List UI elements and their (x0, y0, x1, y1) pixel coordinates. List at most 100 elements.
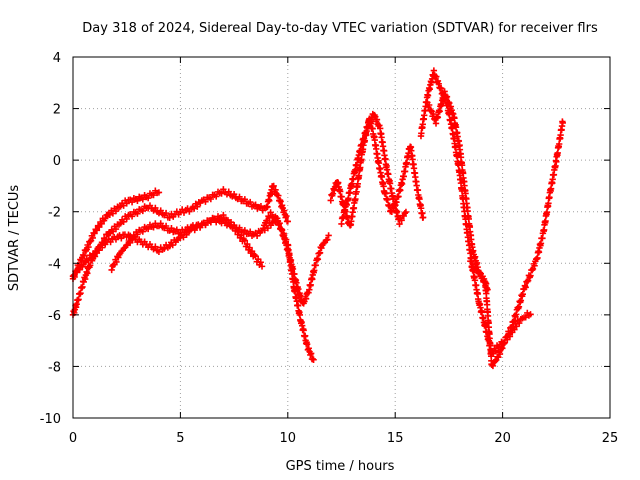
data-point (128, 213, 136, 220)
y-tick-label: -8 (48, 360, 61, 375)
data-point (515, 303, 523, 310)
series-satellite-track-9 (424, 88, 566, 370)
data-point (233, 225, 240, 232)
data-point (227, 218, 235, 226)
data-point (402, 208, 410, 216)
data-point (150, 224, 157, 231)
data-point (196, 223, 204, 231)
data-point (474, 269, 482, 277)
data-point (225, 188, 232, 195)
data-point (362, 129, 370, 136)
x-tick-label: 5 (176, 431, 184, 446)
data-point (435, 80, 442, 88)
data-point (152, 243, 159, 250)
x-axis-label: GPS time / hours (286, 459, 395, 474)
data-point (166, 214, 173, 221)
data-point (437, 85, 445, 92)
data-point (150, 191, 157, 199)
data-point (236, 193, 243, 200)
data-point (365, 121, 373, 129)
data-point (432, 120, 440, 127)
data-points (69, 67, 566, 370)
data-point (510, 317, 518, 325)
data-point (202, 198, 209, 205)
data-point (398, 217, 405, 224)
y-tick-label: -6 (48, 309, 61, 324)
data-point (113, 258, 120, 266)
data-point (419, 214, 427, 221)
data-point (506, 330, 513, 337)
data-point (241, 196, 249, 203)
data-point (325, 232, 332, 239)
data-point (522, 314, 529, 321)
data-point (472, 264, 479, 271)
series-satellite-track-5 (260, 209, 332, 307)
data-point (98, 220, 105, 228)
data-point (79, 283, 86, 291)
data-point (267, 209, 274, 216)
data-point (134, 231, 141, 238)
data-point (123, 215, 130, 223)
data-point (107, 238, 114, 246)
data-point (384, 196, 391, 203)
x-tick-label: 15 (387, 431, 404, 446)
data-point (443, 93, 451, 100)
x-tick-label: 0 (69, 431, 77, 446)
data-point (218, 190, 225, 197)
data-point (513, 323, 520, 330)
data-point (241, 237, 249, 244)
data-point (430, 110, 437, 118)
data-point (305, 345, 312, 352)
data-point (324, 236, 331, 243)
axis-ticks: 0 5 10 15 20 25 -10 -8 -6 -4 -2 0 2 4 (40, 51, 619, 446)
data-point (527, 311, 534, 318)
data-point (531, 262, 538, 269)
data-point (382, 190, 389, 197)
data-point (139, 196, 147, 203)
data-point (157, 220, 164, 227)
data-point (314, 256, 322, 263)
data-point (220, 211, 227, 219)
data-point (89, 234, 96, 242)
data-point (258, 263, 266, 270)
data-point (307, 350, 315, 357)
data-point (75, 296, 82, 303)
data-point (559, 119, 566, 127)
data-point (302, 295, 310, 302)
data-point (79, 251, 87, 259)
data-point (230, 191, 238, 198)
data-point (500, 340, 508, 347)
data-point (246, 244, 253, 251)
data-point (139, 228, 147, 235)
data-point (186, 226, 193, 234)
data-point (484, 286, 491, 293)
data-point (112, 207, 120, 215)
y-axis-label: SDTVAR / TECUs (7, 185, 22, 292)
data-point (213, 217, 220, 224)
data-point (134, 210, 141, 217)
data-point (499, 345, 506, 352)
data-point (86, 262, 94, 269)
data-point (173, 226, 181, 233)
y-tick-label: -10 (40, 412, 61, 427)
data-point (401, 209, 409, 217)
data-point (516, 319, 523, 327)
data-point (117, 203, 124, 210)
data-point (96, 223, 103, 231)
data-point (162, 209, 170, 217)
data-point (264, 203, 271, 211)
data-point (202, 221, 209, 229)
data-point (139, 207, 147, 215)
data-point (276, 219, 283, 227)
data-point (194, 203, 201, 210)
data-point (230, 221, 238, 229)
data-point (496, 350, 504, 358)
data-point (338, 220, 345, 228)
data-point (235, 228, 243, 236)
x-tick-label: 10 (280, 431, 297, 446)
data-point (522, 284, 529, 291)
series-satellite-track-2 (69, 182, 291, 319)
data-point (166, 242, 173, 250)
y-tick-label: 2 (53, 103, 61, 118)
